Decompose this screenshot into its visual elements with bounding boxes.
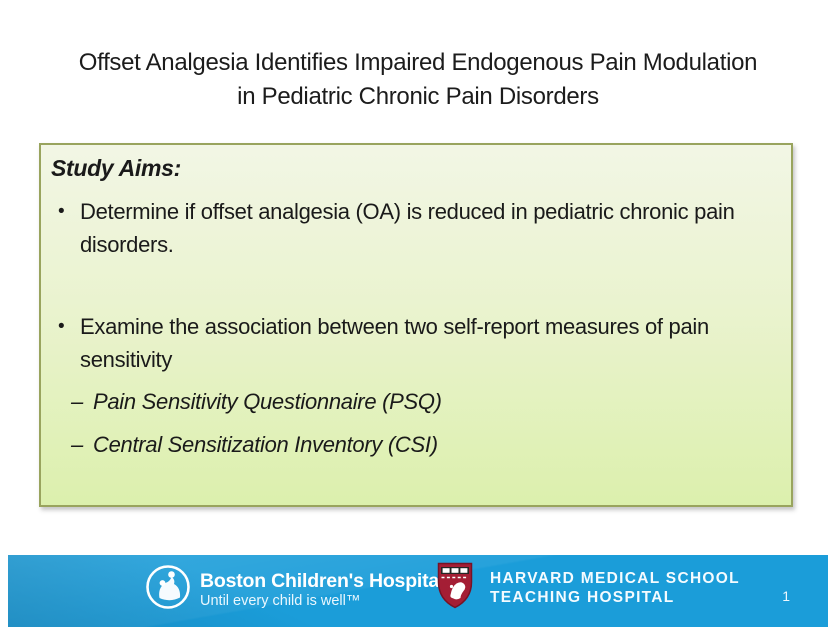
sub-bullet-item: – Central Sensitization Inventory (CSI) [71,430,773,460]
sub-bullet-text: Pain Sensitivity Questionnaire (PSQ) [93,389,442,414]
bullet-marker: • [58,201,65,222]
sub-bullet-text: Central Sensitization Inventory (CSI) [93,432,438,457]
harvard-line1: HARVARD MEDICAL SCHOOL [490,570,740,587]
sub-bullet-item: – Pain Sensitivity Questionnaire (PSQ) [71,387,773,417]
bullet-text: Determine if offset analgesia (OA) is re… [80,199,735,257]
bch-tagline: Until every child is well™ [200,592,361,609]
slide-title: Offset Analgesia Identifies Impaired End… [78,49,758,110]
bullet-text: Examine the association between two self… [80,314,709,372]
boston-childrens-logo: Boston Children's Hospital Until every c… [145,564,444,615]
bullet-item: • Determine if offset analgesia (OA) is … [49,195,773,261]
footer-bar: Boston Children's Hospital Until every c… [8,555,828,627]
aims-heading: Study Aims: [51,155,182,181]
slide-page-number: 1 [782,588,790,604]
bch-name: Boston Children's Hospital [200,569,445,592]
harvard-text: HARVARD MEDICAL SCHOOL TEACHING HOSPITAL [490,569,740,607]
harvard-line2: TEACHING HOSPITAL [490,589,675,606]
sub-bullet-marker: – [71,389,83,414]
study-aims-box: Study Aims: • Determine if offset analge… [39,143,793,507]
sub-bullet-marker: – [71,432,83,457]
mother-and-child-icon [145,564,191,615]
harvard-logo: HARVARD MEDICAL SCHOOL TEACHING HOSPITAL [437,562,740,614]
bullet-item: • Examine the association between two se… [49,310,773,376]
harvard-shield-icon [437,562,473,614]
bullet-marker: • [58,316,65,337]
boston-childrens-text: Boston Children's Hospital Until every c… [200,569,445,609]
